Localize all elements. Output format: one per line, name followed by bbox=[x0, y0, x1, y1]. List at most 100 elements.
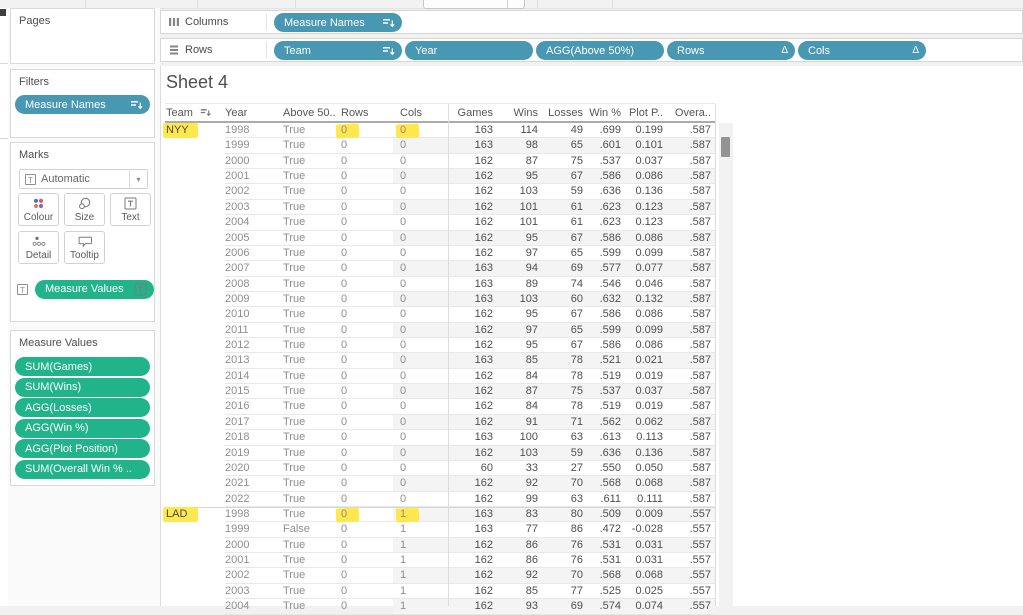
cell-wins[interactable]: 85 bbox=[497, 584, 540, 599]
cell-cols[interactable]: 0 bbox=[398, 292, 446, 307]
cell-win[interactable]: .537 bbox=[587, 384, 623, 399]
cell-losses[interactable]: 76 bbox=[542, 538, 585, 553]
cell-overall[interactable]: .587 bbox=[667, 138, 713, 153]
cell-above[interactable]: True bbox=[283, 261, 336, 276]
cell-plot[interactable]: 0.068 bbox=[625, 568, 665, 583]
cell-overall[interactable]: .587 bbox=[667, 246, 713, 261]
cell-losses[interactable]: 69 bbox=[542, 261, 585, 276]
cell-win[interactable]: .577 bbox=[587, 261, 623, 276]
cell-overall[interactable]: .587 bbox=[667, 415, 713, 430]
cell-win[interactable]: .531 bbox=[587, 553, 623, 568]
cell-losses[interactable]: 49 bbox=[542, 123, 585, 138]
cell-overall[interactable]: .557 bbox=[667, 584, 713, 599]
cell-rows[interactable]: 0 bbox=[338, 461, 396, 476]
cell-wins[interactable]: 93 bbox=[497, 599, 540, 614]
cell-rows[interactable]: 0 bbox=[338, 323, 396, 338]
cell-plot[interactable]: 0.132 bbox=[625, 292, 665, 307]
cell-wins[interactable]: 94 bbox=[497, 261, 540, 276]
filters-card[interactable]: Filters Measure Names bbox=[10, 69, 155, 138]
cell-above[interactable]: True bbox=[283, 215, 336, 230]
cell-plot[interactable]: 0.037 bbox=[625, 154, 665, 169]
cell-cols[interactable]: 0 bbox=[398, 338, 446, 353]
cell-year[interactable]: 2001 bbox=[225, 553, 281, 568]
filter-pill-measure-names[interactable]: Measure Names bbox=[15, 95, 150, 114]
cell-plot[interactable]: 0.068 bbox=[625, 476, 665, 491]
cell-rows[interactable]: 0 bbox=[338, 369, 396, 384]
cell-rows[interactable]: 0 bbox=[338, 476, 396, 491]
cell-cols[interactable]: 0 bbox=[398, 231, 446, 246]
cell-games[interactable]: 162 bbox=[448, 215, 495, 230]
cell-games[interactable]: 162 bbox=[448, 538, 495, 553]
cell-rows[interactable]: 0 bbox=[338, 492, 396, 507]
cell-year[interactable]: 2010 bbox=[225, 307, 281, 322]
cell-plot[interactable]: 0.031 bbox=[625, 538, 665, 553]
cell-rows[interactable]: 0 bbox=[338, 277, 396, 292]
cell-win[interactable]: .636 bbox=[587, 446, 623, 461]
cell-games[interactable]: 162 bbox=[448, 446, 495, 461]
cell-plot[interactable]: 0.021 bbox=[625, 353, 665, 368]
cell-wins[interactable]: 97 bbox=[497, 323, 540, 338]
cell-cols[interactable]: 0 bbox=[398, 399, 446, 414]
cell-overall[interactable]: .587 bbox=[667, 231, 713, 246]
cell-year[interactable]: 1999 bbox=[225, 138, 281, 153]
cell-games[interactable]: 163 bbox=[448, 138, 495, 153]
columns-pill-measure-names[interactable]: Measure Names bbox=[274, 13, 402, 32]
cell-win[interactable]: .537 bbox=[587, 154, 623, 169]
chevron-down-icon[interactable]: ▾ bbox=[129, 170, 147, 188]
cell-wins[interactable]: 84 bbox=[497, 369, 540, 384]
cell-overall[interactable]: .557 bbox=[667, 568, 713, 583]
cell-cols[interactable]: 0 bbox=[398, 323, 446, 338]
cell-games[interactable]: 162 bbox=[448, 415, 495, 430]
cell-above[interactable]: True bbox=[283, 415, 336, 430]
cell-team[interactable]: NYY bbox=[163, 123, 225, 139]
cell-win[interactable]: .699 bbox=[587, 123, 623, 138]
cell-above[interactable]: True bbox=[283, 338, 336, 353]
cell-cols[interactable]: 0 bbox=[398, 415, 446, 430]
cell-rows[interactable]: 0 bbox=[338, 538, 396, 553]
cell-win[interactable]: .509 bbox=[587, 507, 623, 522]
cell-plot[interactable]: 0.074 bbox=[625, 599, 665, 614]
cell-cols[interactable]: 1 bbox=[398, 584, 446, 599]
rows-pill-cols[interactable]: Cols Δ bbox=[798, 41, 926, 60]
cell-rows[interactable]: 0 bbox=[338, 384, 396, 399]
cell-overall[interactable]: .587 bbox=[667, 323, 713, 338]
cell-cols[interactable]: 1 bbox=[395, 506, 446, 522]
cell-rows[interactable]: 0 bbox=[338, 169, 396, 184]
cell-win[interactable]: .550 bbox=[587, 461, 623, 476]
cell-plot[interactable]: 0.062 bbox=[625, 415, 665, 430]
cell-wins[interactable]: 101 bbox=[497, 200, 540, 215]
cell-rows[interactable]: 0 bbox=[338, 430, 396, 445]
cell-year[interactable]: 2022 bbox=[225, 492, 281, 507]
cell-plot[interactable]: 0.136 bbox=[625, 446, 665, 461]
cell-plot[interactable]: 0.050 bbox=[625, 461, 665, 476]
cell-win[interactable]: .586 bbox=[587, 338, 623, 353]
cell-games[interactable]: 162 bbox=[448, 338, 495, 353]
cell-team[interactable]: LAD bbox=[163, 507, 225, 523]
cell-wins[interactable]: 92 bbox=[497, 568, 540, 583]
cell-overall[interactable]: .557 bbox=[667, 538, 713, 553]
cell-cols[interactable]: 0 bbox=[398, 261, 446, 276]
cell-cols[interactable]: 1 bbox=[398, 568, 446, 583]
cell-wins[interactable]: 77 bbox=[497, 522, 540, 537]
cell-plot[interactable]: 0.031 bbox=[625, 553, 665, 568]
cell-wins[interactable]: 103 bbox=[497, 446, 540, 461]
cell-year[interactable]: 2004 bbox=[225, 599, 281, 614]
measure-pill-sum-games[interactable]: SUM(Games) bbox=[15, 357, 150, 376]
cell-year[interactable]: 2008 bbox=[225, 277, 281, 292]
mark-button-size[interactable]: Size bbox=[64, 193, 105, 226]
cell-wins[interactable]: 86 bbox=[497, 538, 540, 553]
header-cell-cols[interactable]: Cols bbox=[398, 104, 446, 122]
cell-rows[interactable]: 0 bbox=[338, 246, 396, 261]
cell-losses[interactable]: 59 bbox=[542, 446, 585, 461]
cell-year[interactable]: 2003 bbox=[225, 200, 281, 215]
cell-overall[interactable]: .557 bbox=[667, 507, 713, 522]
cell-wins[interactable]: 103 bbox=[497, 184, 540, 199]
cell-losses[interactable]: 71 bbox=[542, 415, 585, 430]
cell-year[interactable]: 2017 bbox=[225, 415, 281, 430]
cell-win[interactable]: .601 bbox=[587, 138, 623, 153]
cell-win[interactable]: .613 bbox=[587, 430, 623, 445]
cell-win[interactable]: .574 bbox=[587, 599, 623, 614]
cell-win[interactable]: .623 bbox=[587, 215, 623, 230]
cell-win[interactable]: .531 bbox=[587, 538, 623, 553]
cell-rows[interactable]: 0 bbox=[338, 446, 396, 461]
